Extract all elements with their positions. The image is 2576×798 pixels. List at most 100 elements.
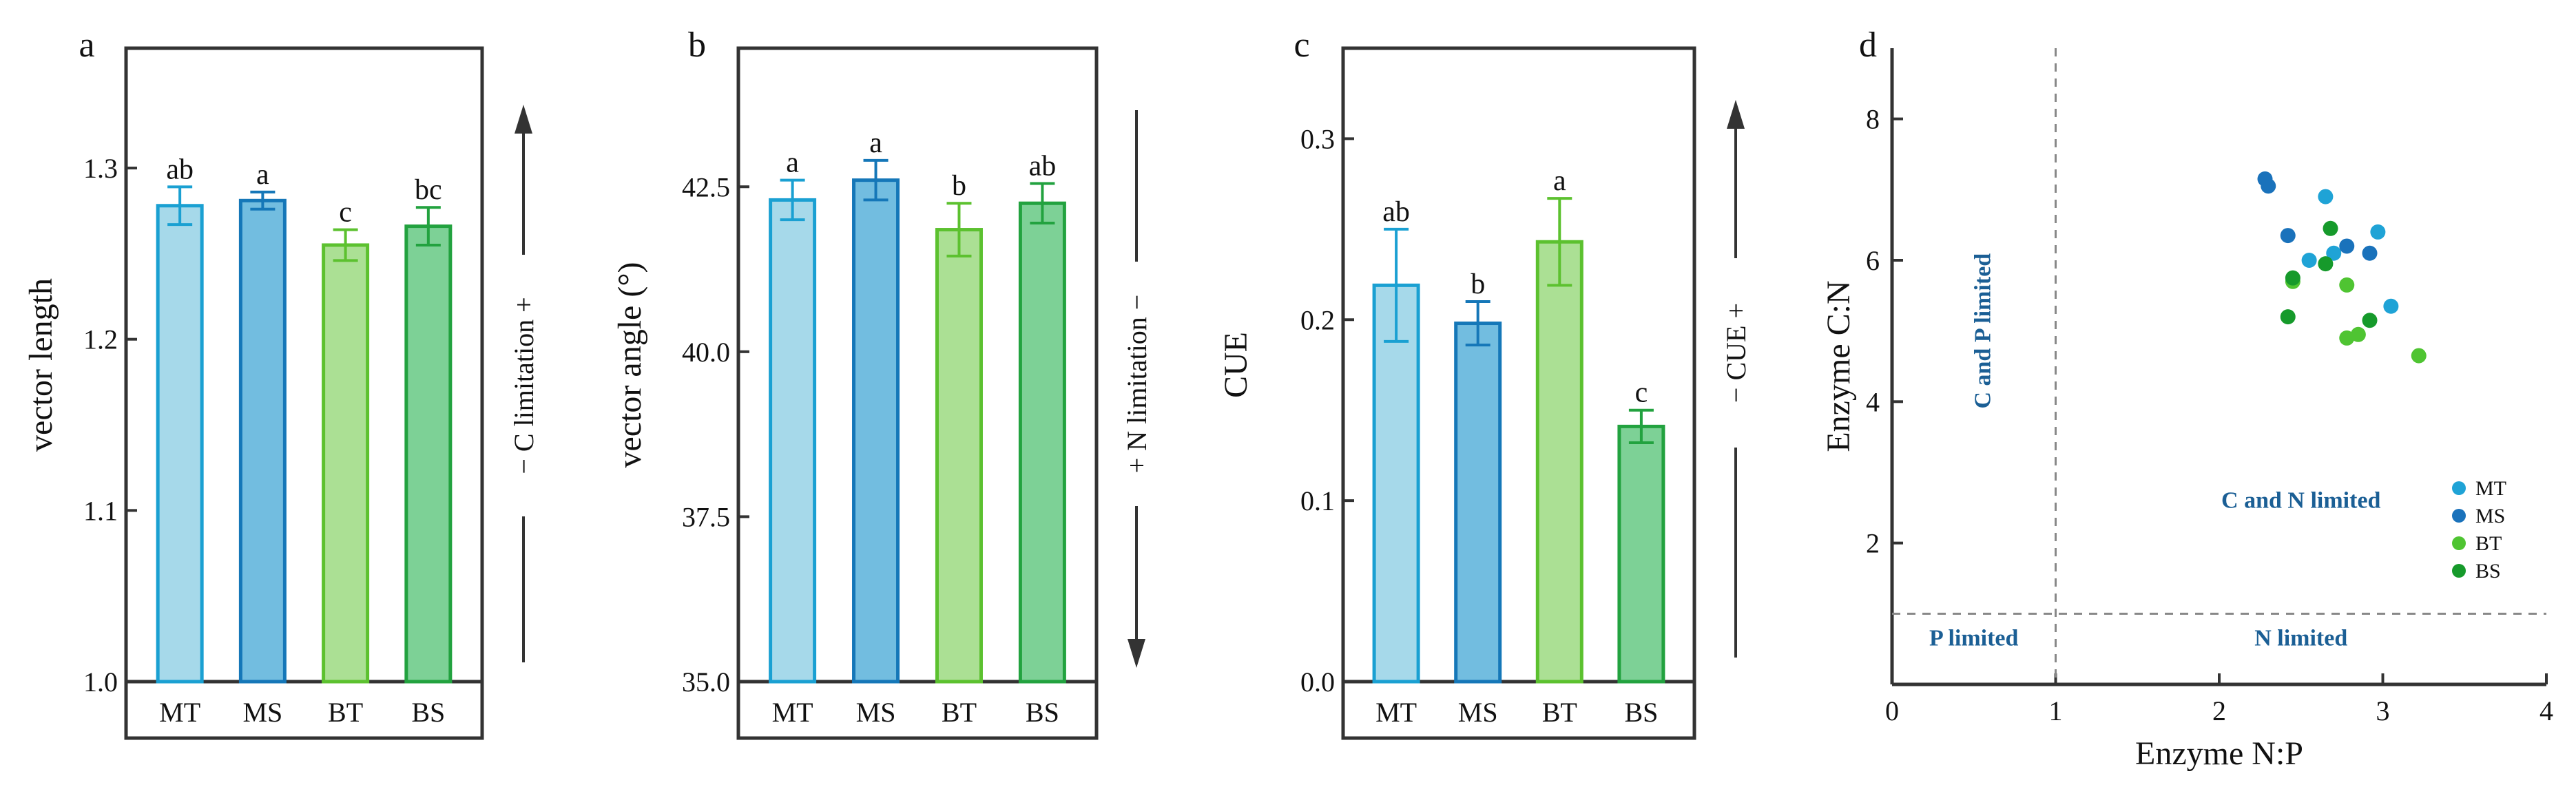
x-tick-label-bs: BS bbox=[1624, 697, 1658, 728]
x-tick-label-ms: MS bbox=[856, 697, 896, 728]
x-tick-label: 4 bbox=[2539, 695, 2553, 726]
bar-bs bbox=[1018, 201, 1066, 684]
panel-letter: a bbox=[79, 25, 94, 65]
y-tick-label: 1.3 bbox=[83, 153, 118, 184]
x-tick-label: 2 bbox=[2212, 695, 2226, 726]
region-label: C and N limited bbox=[2221, 487, 2381, 513]
significance-letter-ms: a bbox=[256, 159, 269, 191]
legend-label: BS bbox=[2475, 560, 2501, 582]
side-label: − C limitation + bbox=[508, 297, 539, 474]
bar-bt bbox=[322, 243, 370, 684]
y-tick-label: 40.0 bbox=[682, 337, 730, 368]
x-tick-label-bt: BT bbox=[328, 697, 363, 728]
bar-mt bbox=[1372, 283, 1420, 684]
y-tick-label: 35.0 bbox=[682, 666, 730, 697]
x-tick-label-bs: BS bbox=[411, 697, 445, 728]
bar-bs bbox=[404, 224, 453, 684]
panel-b: b 35.0 37.5 40.0 42.5 vector angle (°) a MT a MS b… bbox=[612, 25, 1152, 740]
scatter-point-mt bbox=[2301, 253, 2317, 268]
scatter-point-bt bbox=[2411, 348, 2427, 364]
y-tick-label: 2 bbox=[1866, 528, 1880, 559]
arrow-down-icon bbox=[1128, 639, 1145, 668]
y-tick-label: 1.0 bbox=[83, 666, 118, 697]
y-tick-label: 6 bbox=[1866, 245, 1880, 276]
legend-marker-bt bbox=[2452, 536, 2466, 550]
y-axis-title: vector angle (°) bbox=[612, 262, 648, 468]
significance-letter-bs: ab bbox=[1029, 150, 1057, 182]
bar-bt bbox=[1535, 240, 1583, 684]
y-tick-label: 1.1 bbox=[83, 495, 118, 526]
scatter-point-bt bbox=[2339, 277, 2355, 293]
significance-letter-bs: bc bbox=[415, 174, 442, 206]
plot-frame bbox=[1341, 46, 1696, 740]
bar-ms bbox=[852, 178, 900, 684]
y-tick-label: 8 bbox=[1866, 104, 1880, 135]
y-tick-label: 37.5 bbox=[682, 501, 730, 532]
bar-bt bbox=[935, 228, 983, 684]
y-tick-label: 42.5 bbox=[682, 171, 730, 202]
panel-letter: b bbox=[688, 25, 706, 65]
scatter-point-mt bbox=[2383, 298, 2399, 314]
legend-marker-bs bbox=[2452, 564, 2466, 578]
x-tick-label-ms: MS bbox=[1458, 697, 1498, 728]
scatter-point-bs bbox=[2280, 309, 2296, 325]
significance-letter-ms: a bbox=[869, 127, 882, 159]
significance-letter-mt: ab bbox=[1382, 196, 1410, 228]
bar-bs bbox=[1617, 424, 1665, 684]
legend-label: BT bbox=[2475, 532, 2502, 555]
y-tick-label: 0.1 bbox=[1300, 485, 1335, 516]
significance-letter-ms: b bbox=[1471, 269, 1485, 300]
panel-letter: d bbox=[1859, 25, 1877, 65]
panel-d: d 0 1 2 3 4 2 4 6 8 Enzyme N:P Enzyme C:N C and P li… bbox=[1820, 25, 2553, 772]
x-tick-label-mt: MT bbox=[159, 697, 200, 728]
x-tick-label-mt: MT bbox=[1375, 697, 1417, 728]
significance-letter-mt: a bbox=[786, 147, 799, 179]
scatter-point-bs bbox=[2318, 256, 2334, 272]
scatter-point-mt bbox=[2370, 224, 2386, 240]
y-tick-label: 0.3 bbox=[1300, 123, 1335, 154]
x-tick-label: 3 bbox=[2376, 695, 2390, 726]
significance-letter-bt: b bbox=[952, 170, 966, 202]
y-tick-label: 0.2 bbox=[1300, 304, 1335, 335]
scatter-point-bs bbox=[2323, 220, 2338, 236]
y-axis-title: CUE bbox=[1218, 332, 1254, 398]
x-tick-label-mt: MT bbox=[772, 697, 813, 728]
significance-letter-bt: a bbox=[1553, 165, 1566, 197]
scatter-point-ms bbox=[2261, 178, 2276, 194]
scatter-point-ms bbox=[2280, 228, 2296, 244]
legend-label: MT bbox=[2475, 477, 2506, 500]
panel-c: c 0.0 0.1 0.2 0.3 CUE ab MT b MS a BT c BS − CUE + bbox=[1218, 25, 1752, 740]
y-tick-label: 4 bbox=[1866, 386, 1880, 417]
significance-letter-bs: c bbox=[1635, 377, 1648, 409]
scatter-point-bt bbox=[2350, 326, 2366, 342]
bar-mt bbox=[156, 204, 204, 684]
plot-frame bbox=[736, 46, 1099, 740]
x-tick-label-ms: MS bbox=[242, 697, 282, 728]
scatter-point-bt bbox=[2339, 330, 2355, 346]
y-tick-label: 0.0 bbox=[1300, 666, 1335, 697]
scatter-point-bs bbox=[2285, 270, 2300, 286]
significance-letter-bt: c bbox=[339, 197, 352, 229]
scatter-point-mt bbox=[2326, 245, 2342, 261]
scatter-point-ms bbox=[2362, 245, 2378, 261]
y-axis-title: vector length bbox=[23, 278, 59, 452]
side-label: + N limitation − bbox=[1121, 295, 1152, 474]
x-tick-label-bt: BT bbox=[1542, 697, 1577, 728]
bar-ms bbox=[1454, 322, 1502, 684]
significance-letter-mt: ab bbox=[166, 154, 194, 185]
legend-label: MS bbox=[2475, 505, 2505, 527]
bar-ms bbox=[238, 198, 287, 684]
x-tick-label-bt: BT bbox=[942, 697, 977, 728]
bar-mt bbox=[769, 198, 817, 684]
panel-a: a 1.0 1.1 1.2 1.3 vector length ab MT a MS c BT bc BS… bbox=[23, 25, 539, 740]
legend-marker-mt bbox=[2452, 481, 2466, 495]
region-label: N limited bbox=[2254, 626, 2347, 651]
x-tick-label: 1 bbox=[2049, 695, 2063, 726]
x-axis-title: Enzyme N:P bbox=[2135, 735, 2303, 772]
side-label: − CUE + bbox=[1721, 303, 1752, 403]
panel-letter: c bbox=[1294, 25, 1309, 65]
region-label: C and P limited bbox=[1971, 253, 1996, 409]
x-tick-label-bs: BS bbox=[1026, 697, 1059, 728]
x-tick-label: 0 bbox=[1885, 695, 1899, 726]
